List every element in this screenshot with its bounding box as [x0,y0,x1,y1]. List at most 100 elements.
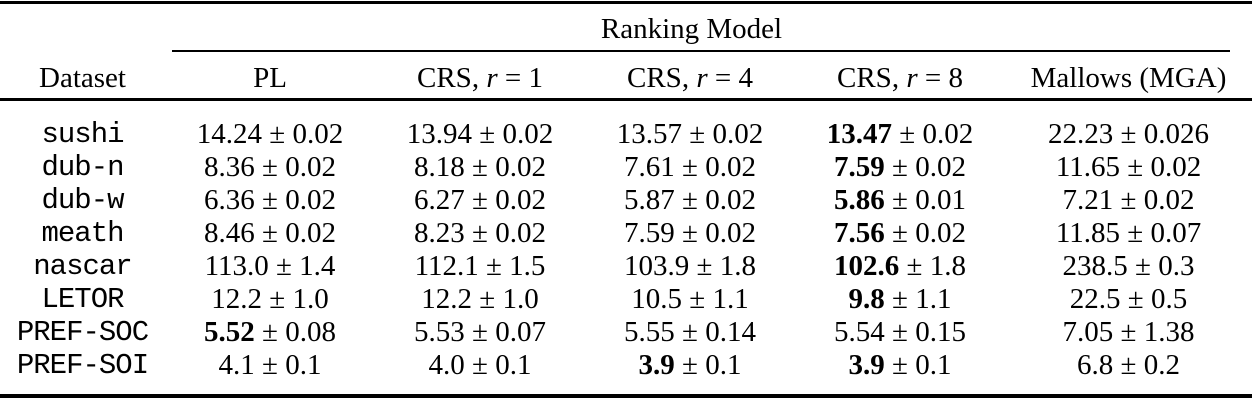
error-value: 0.02 [502,118,554,150]
error-value: 0.15 [915,316,966,348]
plus-minus-symbol: ± [899,118,916,150]
table-row: sushi 14.24 ± 0.02 13.94 ± 0.02 13.57 ± 0.0… [0,118,1252,151]
mean-value: 7.61 [624,151,675,183]
error-value: 0.02 [292,118,344,150]
result-cell: 13.57 ± 0.02 [585,118,795,151]
error-value: 1.0 [292,283,329,315]
table-row: dub-n 8.36 ± 0.02 8.18 ± 0.02 7.61 ± 0.02 7.… [0,151,1252,184]
plus-minus-symbol: ± [682,184,698,216]
error-value: 1.5 [509,250,546,282]
result-cell: 6.8 ± 0.2 [1005,349,1252,382]
error-value: 0.3 [1158,250,1195,282]
column-header-dataset: Dataset [0,54,165,102]
mean-value: 5.87 [624,184,675,216]
error-value: 0.1 [495,349,532,381]
dataset-name: PREF-SOI [16,349,149,382]
error-value: 1.1 [915,283,952,315]
dataset-name: dub-n [41,151,124,184]
error-value: 0.02 [922,118,974,150]
mean-value: 7.05 [1062,316,1114,348]
error-value: 0.5 [1150,283,1188,315]
plus-minus-symbol: ± [472,217,488,249]
error-value: 0.02 [495,151,546,183]
result-cell: 7.59 ± 0.02 [585,217,795,250]
mean-value: 9.8 [848,283,885,315]
error-value: 0.08 [285,316,336,348]
plus-minus-symbol: ± [682,217,698,249]
result-cell: 3.9 ± 0.1 [585,349,795,382]
table-body: sushi 14.24 ± 0.02 13.94 ± 0.02 13.57 ± 0.0… [0,118,1252,382]
plus-minus-symbol: ± [1120,184,1137,216]
result-cell: 9.8 ± 1.1 [795,283,1005,316]
plus-minus-symbol: ± [1120,316,1137,348]
result-cell: 8.46 ± 0.02 [165,217,375,250]
result-cell: 11.85 ± 0.07 [1005,217,1252,250]
column-header-label: PL [253,61,287,94]
column-header-label: Dataset [39,61,126,94]
result-cell: 6.36 ± 0.02 [165,184,375,217]
mean-value: 8.36 [204,151,255,183]
result-cell: 7.21 ± 0.02 [1005,184,1252,217]
error-value: 1.1 [712,283,749,315]
dataset-name: nascar [33,250,132,283]
result-cell: 7.59 ± 0.02 [795,151,1005,184]
column-header-label: = 4 [714,61,753,94]
error-value: 0.02 [712,118,764,150]
column-header-label: = 8 [924,61,963,94]
result-cell: 4.1 ± 0.1 [165,349,375,382]
error-value: 0.14 [705,316,756,348]
error-value: 0.2 [1143,349,1180,381]
error-value: 1.8 [929,250,966,282]
plus-minus-symbol: ± [1120,118,1137,150]
plus-minus-symbol: ± [262,349,278,381]
plus-minus-symbol: ± [262,217,278,249]
result-cell: 4.0 ± 0.1 [375,349,585,382]
column-header-label: CRS, [837,61,900,94]
mean-value: 8.23 [414,217,465,249]
error-value: 0.02 [285,217,336,249]
mean-value: 6.36 [204,184,255,216]
mean-value: 5.86 [834,184,885,216]
plus-minus-symbol: ± [262,184,278,216]
mean-value: 113.0 [204,250,269,282]
result-cell: 5.52 ± 0.08 [165,316,375,349]
mean-value: 7.59 [624,217,675,249]
plus-minus-symbol: ± [892,184,908,216]
plus-minus-symbol: ± [1120,349,1137,381]
mean-value: 7.59 [834,151,885,183]
mean-value: 3.9 [638,349,675,381]
mean-value: 6.27 [414,184,465,216]
column-header-crs-r1: CRS, r = 1 [375,54,585,102]
group-header-label: Ranking Model [600,12,783,45]
plus-minus-symbol: ± [892,151,908,183]
result-cell: 5.55 ± 0.14 [585,316,795,349]
result-cell: 11.65 ± 0.02 [1005,151,1252,184]
table-row: PREF-SOC 5.52 ± 0.08 5.53 ± 0.07 5.55 ± 0.1… [0,316,1252,349]
top-rule [0,1,1252,4]
result-cell: 112.1 ± 1.5 [375,250,585,283]
table-row: meath 8.46 ± 0.02 8.23 ± 0.02 7.59 ± 0.02 7.… [0,217,1252,250]
result-cell: 103.9 ± 1.8 [585,250,795,283]
mean-value: 4.1 [218,349,255,381]
mean-value: 6.8 [1077,349,1114,381]
plus-minus-symbol: ± [262,316,278,348]
plus-minus-symbol: ± [472,349,488,381]
plus-minus-symbol: ± [1127,217,1144,249]
mean-value: 22.5 [1069,283,1121,315]
mean-value: 5.52 [204,316,255,348]
mean-value: 10.5 [631,283,683,315]
plus-minus-symbol: ± [892,349,908,381]
mean-value: 14.24 [196,118,263,150]
table-row: nascar 113.0 ± 1.4 112.1 ± 1.5 103.9 ± 1.8 1… [0,250,1252,283]
plus-minus-symbol: ± [682,349,698,381]
error-value: 1.8 [719,250,756,282]
math-variable: r [486,61,498,94]
plus-minus-symbol: ± [682,316,698,348]
result-cell: 5.54 ± 0.15 [795,316,1005,349]
plus-minus-symbol: ± [479,118,496,150]
error-value: 0.02 [915,151,966,183]
result-cell: 12.2 ± 1.0 [375,283,585,316]
result-cell: 113.0 ± 1.4 [165,250,375,283]
spacer-row [0,102,1252,118]
